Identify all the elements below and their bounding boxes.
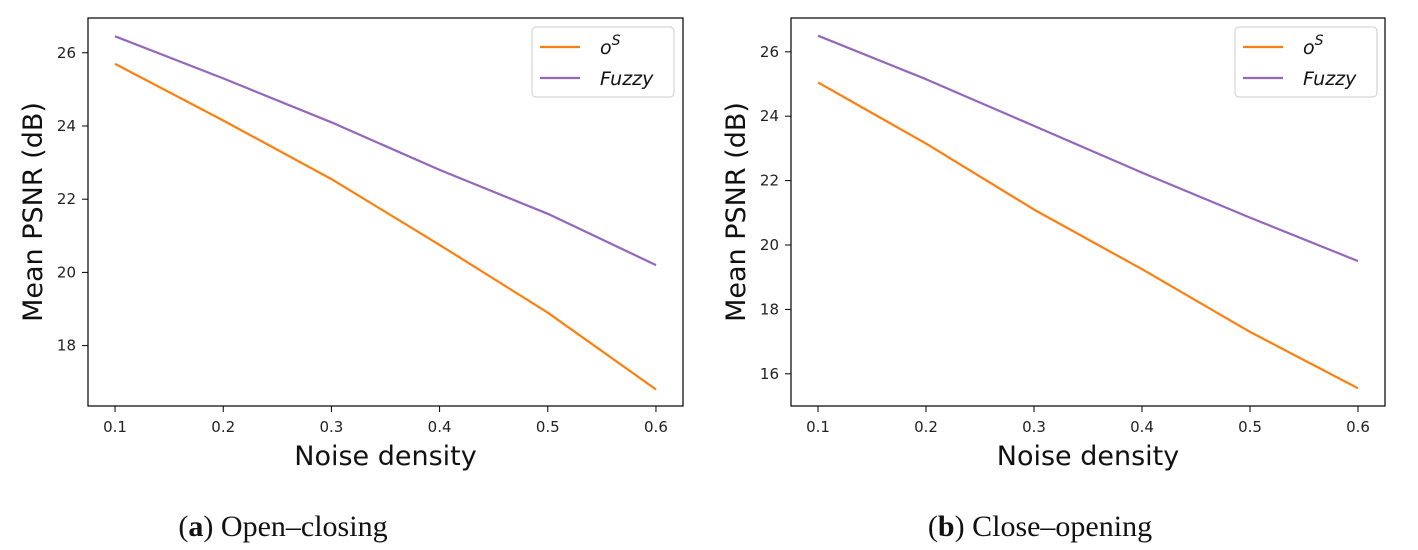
x-tick-label: 0.6 <box>1346 418 1370 436</box>
plot-frame <box>790 17 1386 407</box>
x-tick-label: 0.1 <box>103 418 127 436</box>
y-tick-label: 18 <box>57 337 76 355</box>
legend-label: oS <box>600 33 621 59</box>
legend-label: Fuzzy <box>600 68 654 90</box>
legend-label: Fuzzy <box>1303 68 1357 90</box>
plot-frame <box>87 17 684 407</box>
x-axis-label: Noise density <box>997 441 1179 472</box>
x-tick-label: 0.3 <box>1022 418 1046 436</box>
y-tick-label: 22 <box>760 172 779 190</box>
legend: oS Fuzzy <box>1234 26 1378 98</box>
x-tick-label: 0.4 <box>1130 418 1154 436</box>
y-tick-label: 18 <box>760 300 779 318</box>
y-tick-label: 20 <box>760 236 779 254</box>
caption-a: (a) Open–closing <box>178 510 387 543</box>
x-axis-label: Noise density <box>294 441 476 472</box>
legend-box <box>531 26 675 98</box>
y-tick-label: 22 <box>57 190 76 208</box>
legend: oS Fuzzy <box>531 26 675 98</box>
y-tick-label: 16 <box>760 365 779 383</box>
y-tick-label: 24 <box>760 107 779 125</box>
x-tick-label: 0.6 <box>644 418 668 436</box>
y-tick-label: 26 <box>57 44 76 62</box>
chart-close-opening: 0.1 0.2 0.3 0.4 0.5 0.6 16 18 20 22 24 26 Noise dens… <box>721 17 1386 472</box>
legend-box <box>1234 26 1378 98</box>
x-tick-label: 0.2 <box>914 418 938 436</box>
x-tick-label: 0.4 <box>428 418 452 436</box>
x-tick-label: 0.1 <box>806 418 830 436</box>
x-tick-label: 0.3 <box>319 418 343 436</box>
caption-b: (b) Close–opening <box>928 510 1152 543</box>
x-tick-label: 0.5 <box>1238 418 1262 436</box>
series-line-fuzzy <box>114 35 657 267</box>
chart-open-closing: 0.1 0.2 0.3 0.4 0.5 0.6 18 20 22 24 26 Noise densit… <box>18 17 684 472</box>
x-tick-label: 0.5 <box>536 418 560 436</box>
x-tick-label: 0.2 <box>211 418 235 436</box>
series-line-fuzzy <box>817 34 1359 263</box>
y-axis-label: Mean PSNR (dB) <box>721 102 752 322</box>
series-line-os <box>817 81 1359 390</box>
y-tick-label: 24 <box>57 117 76 135</box>
y-tick-label: 20 <box>57 263 76 281</box>
y-tick-label: 26 <box>760 43 779 61</box>
series-line-os <box>114 62 657 391</box>
y-axis-label: Mean PSNR (dB) <box>18 102 49 322</box>
legend-label: oS <box>1303 33 1324 59</box>
